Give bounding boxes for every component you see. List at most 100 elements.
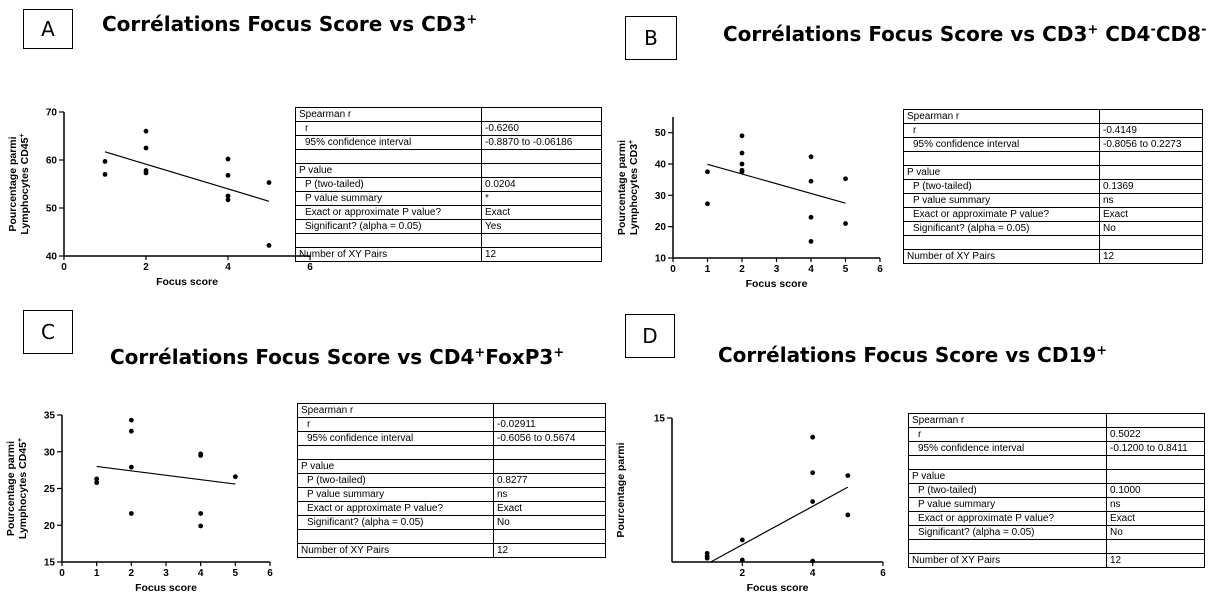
stats-row [903, 151, 1203, 166]
stats-row: Spearman r [908, 413, 1205, 428]
x-tick-label: 5 [843, 264, 849, 275]
regression-line [710, 486, 849, 563]
stats-value: Exact [1106, 511, 1205, 526]
panel-a-stats-table: Spearman r r -0.6260 95% confidence interva… [295, 107, 602, 262]
data-point [102, 159, 108, 164]
stats-row: P value summary ns [908, 497, 1205, 512]
stats-label [297, 529, 494, 544]
stats-label: P value [295, 163, 482, 178]
stats-row: P value summary ns [903, 193, 1203, 208]
data-point [810, 470, 816, 476]
data-point [739, 150, 745, 156]
y-axis-label-line2: Lymphocytes CD45+ [19, 133, 31, 234]
stats-row: P value [297, 459, 606, 474]
panel-c-stats-table: Spearman r r -0.02911 95% confidence interv… [297, 403, 606, 558]
y-tick-label: 50 [655, 128, 667, 139]
data-point [266, 180, 272, 185]
y-tick-label: 70 [46, 108, 58, 119]
stats-label: P (two-tailed) [903, 179, 1100, 194]
stats-label: P (two-tailed) [295, 177, 482, 192]
stats-label: r [295, 121, 482, 136]
stats-label [908, 455, 1107, 470]
y-axis-label-line1: Pourcentage parmi [615, 442, 627, 537]
data-point [198, 511, 204, 516]
stats-row [297, 445, 606, 460]
stats-label: Exact or approximate P value? [903, 207, 1100, 222]
stats-value: -0.1200 to 0.8411 [1106, 441, 1205, 456]
stats-value: Exact [481, 205, 602, 220]
panel-a-chart: 40 50 60 70 0 2 4 6 Focus score Pourcentage parmi… [7, 108, 313, 289]
x-tick-label: 6 [307, 262, 313, 273]
y-tick-label: 15 [654, 414, 666, 425]
x-tick-label: 4 [808, 264, 814, 275]
stats-label: Significant? (alpha = 0.05) [903, 221, 1100, 236]
y-axis-label-line2-text: Lymphocytes CD45 [17, 442, 29, 539]
stats-label [295, 149, 482, 164]
y-axis-label-line2: Lymphocytes CD3+ [628, 140, 640, 235]
y-axis-label-superscript: + [17, 438, 24, 442]
x-tick-label: 1 [94, 568, 100, 579]
data-point [225, 156, 231, 162]
stats-row: Exact or approximate P value? Exact [295, 205, 602, 220]
stats-row [908, 539, 1205, 554]
y-axis-label-line1: Pourcentage parmi [5, 441, 17, 536]
data-point [739, 161, 745, 167]
stats-value: ns [1106, 497, 1205, 512]
stats-label: Number of XY Pairs [295, 247, 482, 262]
stats-label: P value summary [297, 487, 494, 502]
stats-value: 0.8277 [493, 473, 606, 488]
stats-label: P value summary [295, 191, 482, 206]
stats-row: Number of XY Pairs 12 [297, 543, 606, 558]
panel-c-title-main: Corrélations Focus Score vs CD4 [110, 345, 475, 369]
y-axis-label-superscript: + [19, 133, 26, 137]
y-tick-label: 10 [655, 254, 667, 265]
stats-row: P value summary * [295, 191, 602, 206]
stats-row [908, 455, 1205, 470]
title-tail-part: - [1201, 22, 1207, 38]
panel-a-title: Corrélations Focus Score vs CD3+ [102, 12, 477, 36]
x-tick-label: 6 [267, 568, 273, 579]
stats-label: P value summary [903, 193, 1100, 208]
stats-row: Spearman r [297, 403, 606, 418]
stats-value: ns [493, 487, 606, 502]
y-axis-label-superscript: + [628, 140, 635, 144]
stats-row: P value [908, 469, 1205, 484]
data-point [845, 473, 851, 478]
panel-b-title: Corrélations Focus Score vs CD3+ CD4-CD8… [723, 22, 1206, 46]
stats-value [1099, 165, 1203, 180]
title-tail-part: CD4 [1098, 22, 1151, 46]
stats-label: Exact or approximate P value? [908, 511, 1107, 526]
x-tick-label: 0 [670, 264, 676, 275]
stats-value [481, 233, 602, 248]
regression-line [96, 465, 236, 485]
data-point [845, 512, 851, 518]
data-point [94, 476, 100, 482]
stats-value [493, 445, 606, 460]
stats-value: 0.1000 [1106, 483, 1205, 498]
stats-label: Exact or approximate P value? [297, 501, 494, 516]
x-tick-label: 5 [233, 568, 239, 579]
stats-row [297, 529, 606, 544]
stats-row: P (two-tailed) 0.1369 [903, 179, 1203, 194]
x-tick-label: 4 [810, 568, 816, 579]
data-point [810, 558, 816, 564]
title-tail-part: - [1150, 22, 1156, 38]
y-tick-label: 20 [655, 222, 667, 233]
data-point [225, 197, 231, 203]
title-tail-part: CD8 [1155, 22, 1202, 46]
x-tick-label: 6 [877, 264, 883, 275]
stats-value [1099, 109, 1203, 124]
stats-label: Spearman r [297, 403, 494, 418]
stats-label [295, 233, 482, 248]
stats-value: -0.6056 to 0.5674 [493, 431, 606, 446]
stats-label [908, 539, 1107, 554]
stats-value: 12 [1106, 553, 1205, 568]
stats-row: Number of XY Pairs 12 [295, 247, 602, 262]
y-tick-label: 50 [46, 204, 58, 215]
stats-value: No [493, 515, 606, 530]
stats-value: -0.8870 to -0.06186 [481, 135, 602, 150]
x-axis-label: Focus score [746, 278, 808, 290]
stats-row: P value [903, 165, 1203, 180]
y-tick-label: 40 [655, 160, 667, 171]
stats-row: P (two-tailed) 0.1000 [908, 483, 1205, 498]
